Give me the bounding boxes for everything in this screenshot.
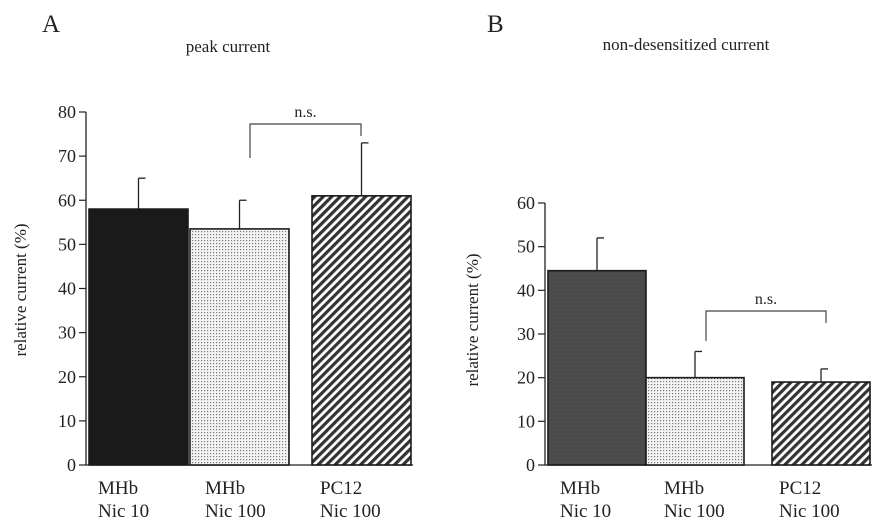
bar bbox=[645, 376, 745, 466]
panel-b-title: non-desensitized current bbox=[603, 35, 770, 54]
y-tick-label: 10 bbox=[58, 411, 76, 431]
x-category-label: MHb bbox=[205, 478, 245, 499]
y-tick-label: 40 bbox=[517, 280, 535, 300]
y-tick-label: 70 bbox=[58, 146, 76, 166]
y-tick-label: 0 bbox=[526, 455, 535, 475]
x-category-label: Nic 10 bbox=[560, 501, 611, 517]
significance-label: n.s. bbox=[755, 291, 777, 308]
x-category-label: Nic 100 bbox=[205, 501, 266, 517]
panel-b-letter: B bbox=[487, 11, 504, 38]
significance-bracket bbox=[249, 123, 362, 158]
y-tick-label: 30 bbox=[58, 323, 76, 343]
y-tick-label: 20 bbox=[58, 367, 76, 387]
y-tick-label: 80 bbox=[58, 102, 76, 122]
y-tick-label: 60 bbox=[58, 190, 76, 210]
x-category-label: MHb bbox=[560, 478, 600, 499]
panel-a-y-axis-title: relative current (%) bbox=[11, 223, 30, 356]
bar bbox=[311, 195, 412, 466]
x-category-label: Nic 100 bbox=[664, 501, 725, 517]
y-tick-label: 20 bbox=[517, 368, 535, 388]
y-tick-label: 10 bbox=[517, 411, 535, 431]
x-category-label: Nic 100 bbox=[779, 501, 840, 517]
x-category-label: MHb bbox=[98, 478, 138, 499]
panel-b-plot: 0 10 20 30 40 50 60 MHb Nic 10 MHb Nic 100 PC12 Nic … bbox=[517, 193, 872, 517]
panel-a-title: peak current bbox=[186, 37, 271, 56]
y-tick-label: 60 bbox=[517, 193, 535, 213]
y-tick-label: 40 bbox=[58, 279, 76, 299]
x-category-label: PC12 bbox=[320, 478, 362, 499]
y-tick-label: 0 bbox=[67, 455, 76, 475]
y-tick-label: 30 bbox=[517, 324, 535, 344]
x-category-label: Nic 10 bbox=[98, 501, 149, 517]
bar bbox=[88, 208, 189, 466]
significance-bracket bbox=[705, 310, 827, 341]
x-category-label: PC12 bbox=[779, 478, 821, 499]
bar bbox=[547, 269, 647, 466]
y-tick-label: 50 bbox=[58, 234, 76, 254]
x-category-label: Nic 100 bbox=[320, 501, 381, 517]
x-category-label: MHb bbox=[664, 478, 704, 499]
significance-label: n.s. bbox=[294, 104, 316, 121]
panel-b-y-axis-title: relative current (%) bbox=[463, 253, 482, 386]
bar bbox=[771, 381, 871, 466]
panel-a-letter: A bbox=[42, 11, 60, 38]
panel-a-plot: 0 10 20 30 40 50 60 70 80 MHb Nic 10 MHb Nic 100 PC12… bbox=[58, 102, 413, 517]
bar bbox=[189, 228, 290, 466]
y-tick-label: 50 bbox=[517, 237, 535, 257]
